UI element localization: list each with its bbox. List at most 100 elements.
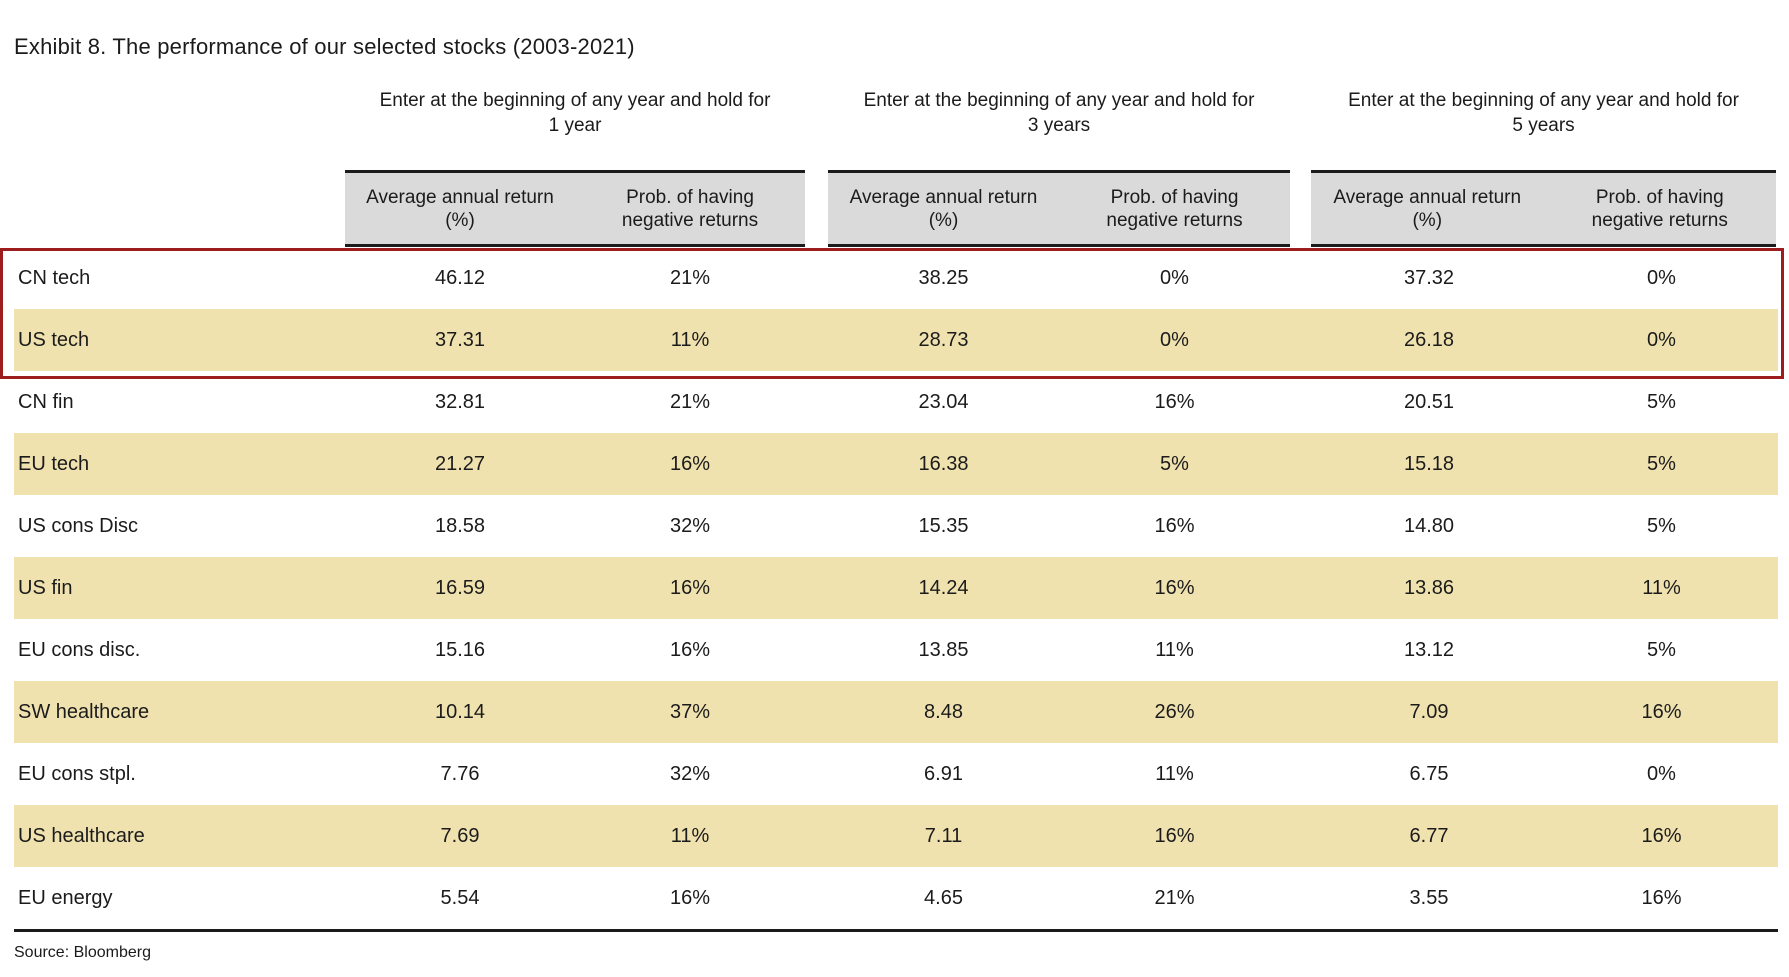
sub-header-line: negative returns — [1106, 209, 1243, 231]
value-cell: 0% — [1647, 328, 1676, 351]
value-cell: 32% — [669, 514, 711, 537]
row-label: SW healthcare — [18, 700, 150, 723]
row-label: US healthcare — [18, 824, 145, 847]
column-gap — [1290, 247, 1313, 309]
column-gap — [1290, 805, 1313, 867]
value-cell: 13.85 — [918, 638, 969, 661]
value-cell: 6.77 — [1409, 824, 1449, 847]
column-group-header: Enter at the beginning of any year and h… — [828, 88, 1290, 138]
table-row: EU energy 5.54 16% 4.65 21% 3.55 16% — [14, 867, 1778, 929]
row-label: US cons Disc — [18, 514, 139, 537]
sub-header-line: (%) — [928, 209, 959, 231]
sub-header-cell: Average annual return (%) — [345, 173, 575, 244]
value-cell: 32.81 — [434, 390, 486, 413]
column-gap — [805, 805, 828, 867]
sub-header-line: (%) — [1412, 209, 1443, 231]
sub-header-line: negative returns — [1591, 209, 1728, 231]
column-gap — [805, 371, 828, 433]
value-cell: 7.11 — [924, 824, 963, 847]
value-cell: 16.59 — [434, 576, 486, 599]
value-cell: 16% — [1154, 514, 1195, 537]
sub-header-line: (%) — [445, 209, 475, 231]
value-cell: 11% — [670, 328, 710, 351]
value-cell: 21% — [669, 390, 711, 413]
value-cell: 13.12 — [1403, 638, 1455, 661]
sub-header-cell: Prob. of having negative returns — [1059, 173, 1290, 244]
value-cell: 5% — [1647, 390, 1676, 413]
value-cell: 6.91 — [924, 762, 963, 785]
column-gap — [805, 495, 828, 557]
value-cell: 13.86 — [1403, 576, 1455, 599]
column-group-header: Enter at the beginning of any year and h… — [1311, 88, 1776, 138]
column-group-header-line1: Enter at the beginning of any year and h… — [379, 90, 771, 111]
column-group-header-line1: Enter at the beginning of any year and h… — [1348, 90, 1739, 111]
sub-header-line: Average annual return — [366, 186, 554, 208]
row-label: CN fin — [18, 390, 74, 413]
table-row: US tech 37.31 11% 28.73 0% 26.18 0% — [14, 309, 1778, 371]
column-group-header: Enter at the beginning of any year and h… — [345, 88, 805, 138]
value-cell: 15.16 — [434, 638, 486, 661]
value-cell: 37.32 — [1403, 266, 1455, 289]
sub-header-cell: Prob. of having negative returns — [575, 173, 805, 244]
column-gap — [1290, 557, 1313, 619]
column-gap — [805, 557, 828, 619]
value-cell: 14.24 — [918, 576, 969, 599]
column-gap — [805, 681, 828, 743]
sub-header-line: Prob. of having — [1110, 186, 1239, 208]
row-label: EU cons disc. — [18, 638, 141, 661]
row-label: EU cons stpl. — [18, 762, 136, 785]
value-cell: 21% — [1154, 886, 1195, 909]
column-gap — [1290, 681, 1313, 743]
table-row: CN tech 46.12 21% 38.25 0% 37.32 0% — [14, 247, 1778, 309]
sub-header-cell: Average annual return (%) — [828, 173, 1059, 244]
table-row: EU cons stpl. 7.76 32% 6.91 11% 6.75 0% — [14, 743, 1778, 805]
value-cell: 14.80 — [1403, 514, 1455, 537]
value-cell: 46.12 — [434, 266, 486, 289]
column-group-header-line1: Enter at the beginning of any year and h… — [863, 90, 1255, 111]
value-cell: 20.51 — [1403, 390, 1455, 413]
value-cell: 10.14 — [434, 700, 486, 723]
value-cell: 8.48 — [924, 700, 963, 723]
row-label: US fin — [18, 576, 73, 599]
sub-header-line: Average annual return — [849, 186, 1038, 208]
sub-header-band: Average annual return (%) Prob. of having n… — [828, 170, 1290, 247]
value-cell: 7.69 — [440, 824, 480, 847]
column-gap — [1290, 309, 1313, 371]
table-row: US fin 16.59 16% 14.24 16% 13.86 11% — [14, 557, 1778, 619]
column-gap — [805, 867, 828, 929]
sub-header-line: Prob. of having — [626, 186, 754, 208]
column-group-header-line2: 5 years — [1512, 115, 1575, 136]
table-bottom-rule — [14, 929, 1778, 932]
value-cell: 16% — [669, 638, 711, 661]
table-row: US cons Disc 18.58 32% 15.35 16% 14.80 5% — [14, 495, 1778, 557]
value-cell: 38.25 — [918, 266, 969, 289]
value-cell: 5.54 — [440, 886, 480, 909]
value-cell: 26.18 — [1403, 328, 1455, 351]
value-cell: 16% — [669, 576, 711, 599]
value-cell: 16% — [1641, 824, 1682, 847]
value-cell: 5% — [1647, 514, 1676, 537]
sub-header-cell: Prob. of having negative returns — [1544, 173, 1777, 244]
column-gap — [805, 247, 828, 309]
value-cell: 5% — [1647, 638, 1676, 661]
column-gap — [805, 433, 828, 495]
column-group-header-line2: 3 years — [1027, 115, 1091, 136]
value-cell: 15.35 — [918, 514, 969, 537]
value-cell: 16% — [1641, 886, 1682, 909]
sub-header-line: negative returns — [621, 209, 759, 231]
value-cell: 15.18 — [1403, 452, 1455, 475]
value-cell: 7.09 — [1409, 700, 1449, 723]
source-note: Source: Bloomberg — [14, 944, 151, 961]
value-cell: 21.27 — [434, 452, 486, 475]
value-cell: 0% — [1160, 266, 1189, 289]
row-label: EU tech — [18, 452, 90, 475]
row-label: CN tech — [18, 266, 91, 289]
table-row: US healthcare 7.69 11% 7.11 16% 6.77 16% — [14, 805, 1778, 867]
column-gap — [805, 309, 828, 371]
column-gap — [1290, 743, 1313, 805]
value-cell: 0% — [1647, 762, 1676, 785]
value-cell: 16% — [1154, 390, 1195, 413]
table-row: CN fin 32.81 21% 23.04 16% 20.51 5% — [14, 371, 1778, 433]
column-gap — [1290, 433, 1313, 495]
